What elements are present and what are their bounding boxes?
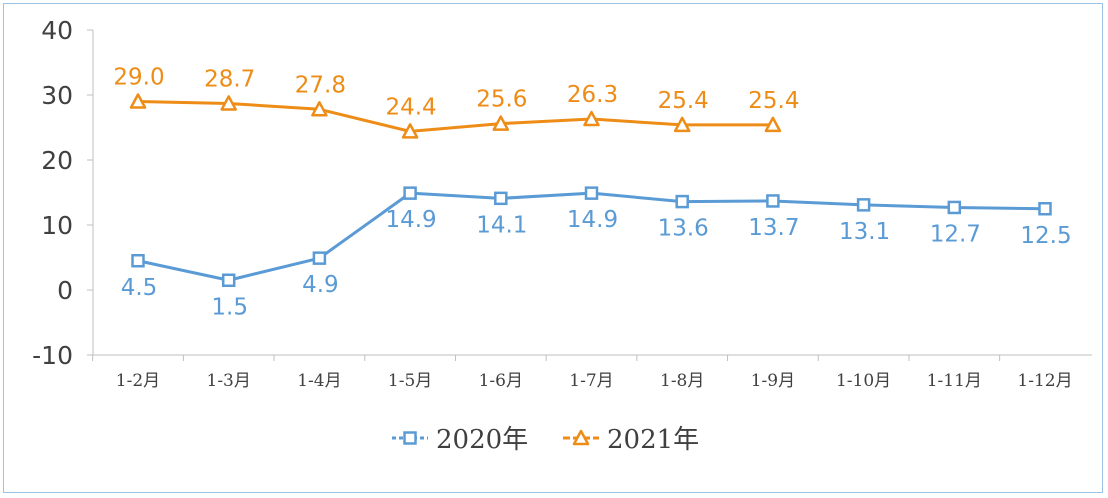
data-label: 25.6 [476,87,527,113]
x-tick-label: 1-7月 [569,371,613,391]
data-point-2020 [221,273,236,287]
x-tick-label: 1-5月 [388,371,432,391]
legend-label: 2020年 [436,425,528,455]
data-label: 13.6 [658,216,709,242]
data-label: 27.8 [295,72,346,98]
data-label: 13.1 [839,219,890,245]
x-tick-label: 1-6月 [479,371,523,391]
data-label: 25.4 [748,88,799,114]
data-label: 1.5 [211,294,248,320]
chart-frame [3,3,1103,493]
data-label: 28.7 [204,66,255,92]
x-tick-label: 1-2月 [116,371,160,391]
series-line-2021年 [137,100,773,133]
x-tick-label: 1-8月 [660,371,704,391]
data-label: 4.9 [302,272,339,298]
x-tick-label: 1-9月 [751,371,795,391]
data-point-2020 [584,186,599,200]
data-point-2021 [764,116,782,133]
legend-marker-2020 [403,431,417,445]
x-tick-label: 1-3月 [207,371,251,391]
data-label: 14.9 [385,207,436,233]
data-label: 26.3 [567,82,618,108]
data-label: 14.9 [567,207,618,233]
data-point-2020 [766,194,780,208]
x-tick-label: 1-11月 [927,371,982,391]
y-tick-label: 40 [41,16,73,45]
data-point-2020 [131,254,145,268]
data-label: 25.4 [658,88,709,114]
data-point-2020 [494,191,508,206]
data-label: 29.0 [113,65,164,91]
data-label: 12.7 [930,221,981,247]
data-point-2021 [492,115,510,131]
y-tick-label: 10 [41,211,73,240]
y-tick-label: 20 [41,146,73,175]
data-point-2020 [312,251,327,265]
data-label: 12.5 [1020,223,1071,249]
data-point-2020 [1038,202,1052,216]
data-label: 24.4 [385,94,436,120]
data-label: 4.5 [121,275,158,301]
data-point-2020 [403,186,417,200]
data-point-2021 [673,116,691,133]
data-point-2020 [856,198,871,212]
x-tick-label: 1-4月 [297,371,341,391]
y-tick-label: 0 [57,276,73,305]
data-label: 13.7 [748,215,799,241]
data-label: 14.1 [476,212,527,238]
legend-marker-2021 [572,429,590,446]
data-point-2021 [220,95,237,111]
y-tick-label: -10 [32,341,73,370]
x-tick-label: 1-12月 [1017,371,1072,391]
data-point-2021 [583,110,600,127]
y-tick-label: 30 [41,81,73,110]
data-point-2021 [311,101,328,117]
legend-label: 2021年 [607,425,699,455]
data-point-2021 [401,123,419,139]
data-point-2020 [675,194,689,209]
x-tick-label: 1-10月 [836,371,891,391]
data-point-2020 [947,200,962,215]
data-point-2021 [129,93,147,109]
